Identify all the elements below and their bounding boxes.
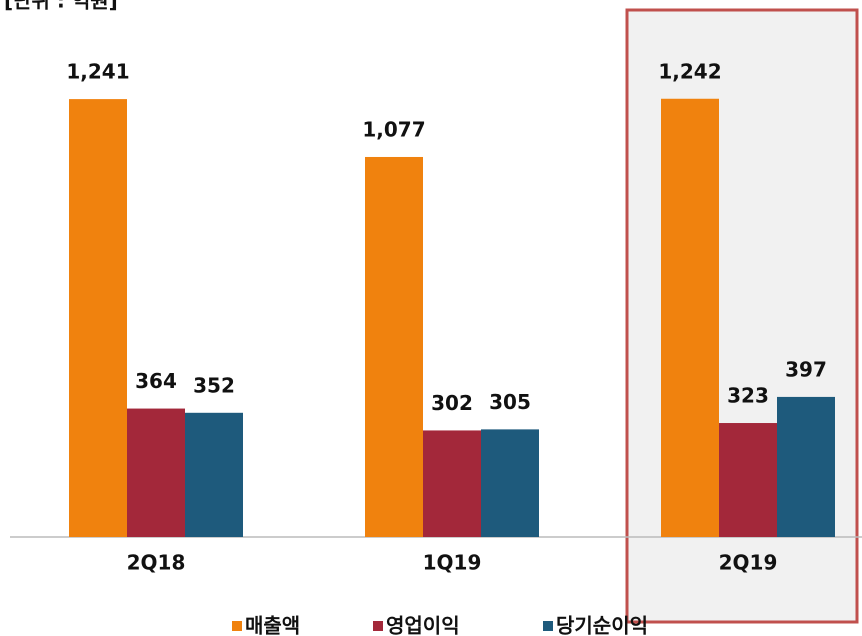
x-tick-label: 2Q19: [719, 551, 778, 575]
bar: [719, 423, 777, 537]
bar: [481, 429, 539, 537]
unit-label: [단위 : 억원]: [4, 0, 118, 13]
data-label: 1,077: [362, 117, 425, 141]
bar: [365, 156, 423, 538]
bar: [127, 408, 185, 537]
data-label: 323: [727, 384, 769, 408]
legend-label: 당기순이익: [556, 614, 648, 636]
data-label: 302: [431, 391, 473, 415]
x-tick-label: 2Q18: [127, 551, 186, 575]
bar: [777, 396, 835, 537]
bar: [423, 430, 481, 537]
legend-label: 영업이익: [386, 614, 460, 636]
bar: [661, 98, 719, 537]
bar: [69, 99, 127, 538]
legend-swatch: [373, 621, 383, 631]
data-label: 364: [135, 369, 177, 393]
bar: [185, 412, 243, 537]
legend-label: 매출액: [245, 614, 300, 636]
data-label: 1,242: [658, 59, 721, 83]
data-label: 305: [489, 390, 531, 414]
legend-swatch: [543, 621, 553, 631]
x-tick-label: 1Q19: [423, 551, 482, 575]
data-label: 352: [193, 373, 235, 397]
data-label: 397: [785, 357, 827, 381]
legend-swatch: [232, 621, 242, 631]
data-label: 1,241: [66, 60, 129, 84]
